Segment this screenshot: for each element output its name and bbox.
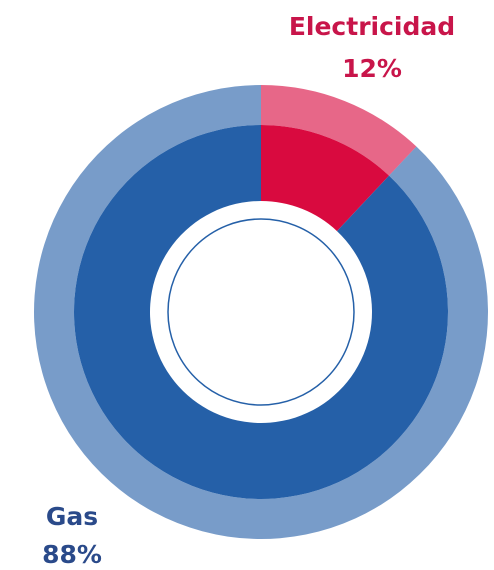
slice-label: Gas [46, 502, 98, 531]
slice-inner [74, 125, 449, 499]
slice-value-label: 88% [42, 540, 102, 569]
slice-inner [261, 125, 390, 232]
slice-value-label: 12% [342, 54, 402, 83]
inner-circle [167, 218, 355, 406]
slice-label: Electricidad [289, 12, 455, 41]
slice-outer [261, 85, 417, 176]
